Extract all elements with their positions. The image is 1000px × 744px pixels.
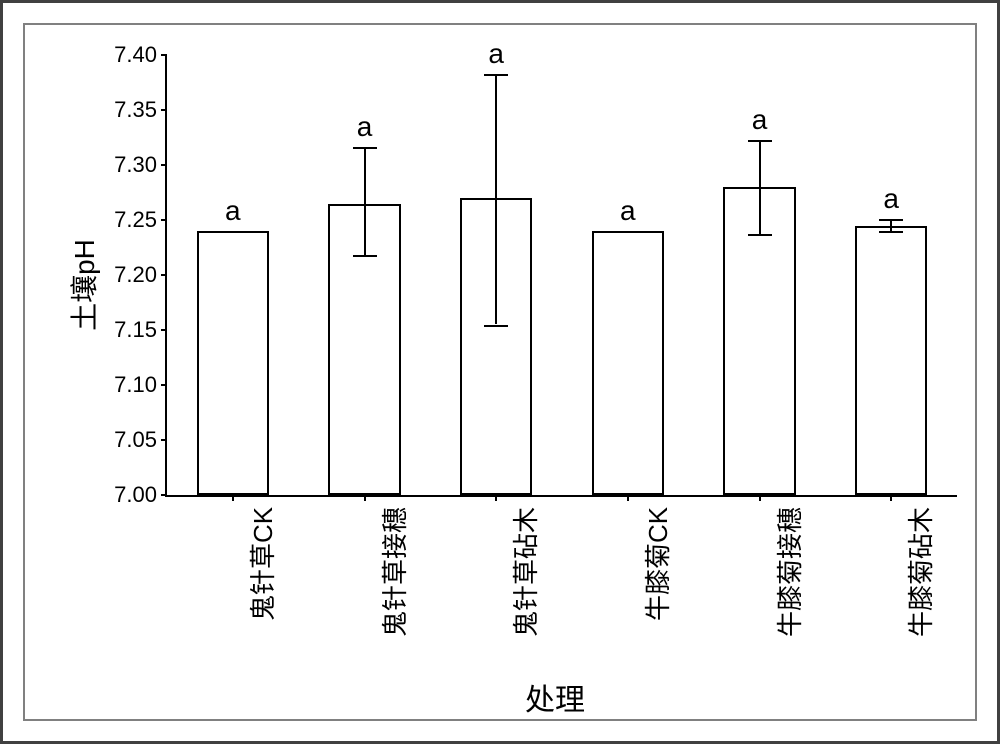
error-cap [879,219,903,221]
bar [197,231,269,495]
y-tick-label: 7.15 [107,317,157,343]
significance-label: a [620,195,636,227]
chart-container: 土壤pH 7.007.057.107.157.207.257.307.357.4… [0,0,1000,744]
y-tick-label: 7.20 [107,262,157,288]
y-tick-label: 7.05 [107,427,157,453]
significance-label: a [883,183,899,215]
x-tick-label: 鬼针草砧木 [506,507,543,637]
y-tick-mark [161,219,167,221]
x-tick-label: 牛膝菊砧木 [901,507,938,637]
x-tick-label: 牛膝菊CK [638,507,675,621]
error-bar [759,140,761,235]
y-tick-mark [161,54,167,56]
error-cap [879,231,903,233]
plot-area: 7.007.057.107.157.207.257.307.357.40a鬼针草… [165,55,957,497]
y-tick-label: 7.00 [107,482,157,508]
y-tick-label: 7.25 [107,207,157,233]
x-axis-title: 处理 [525,675,585,719]
chart-inner-frame: 土壤pH 7.007.057.107.157.207.257.307.357.4… [23,23,977,721]
y-tick-mark [161,274,167,276]
significance-label: a [225,195,241,227]
y-tick-label: 7.40 [107,42,157,68]
x-tick-mark [495,495,497,501]
y-tick-label: 7.30 [107,152,157,178]
y-tick-mark [161,329,167,331]
significance-label: a [752,104,768,136]
significance-label: a [357,111,373,143]
y-tick-mark [161,164,167,166]
error-cap [484,325,508,327]
error-cap [353,255,377,257]
x-tick-mark [364,495,366,501]
y-tick-mark [161,494,167,496]
y-tick-label: 7.35 [107,97,157,123]
x-tick-mark [627,495,629,501]
y-tick-mark [161,439,167,441]
x-tick-label: 牛膝菊接穗 [770,507,807,637]
error-bar [495,74,497,325]
x-tick-mark [232,495,234,501]
error-bar [364,147,366,255]
bar [855,226,927,496]
y-axis-title: 土壤pH [63,239,103,331]
error-cap [748,140,772,142]
y-tick-label: 7.10 [107,372,157,398]
error-cap [748,234,772,236]
x-tick-mark [759,495,761,501]
y-tick-mark [161,109,167,111]
x-tick-label: 鬼针草接穗 [375,507,412,637]
x-tick-mark [890,495,892,501]
y-tick-mark [161,384,167,386]
bar [592,231,664,495]
significance-label: a [488,38,504,70]
x-tick-label: 鬼针草CK [243,507,280,621]
error-cap [484,74,508,76]
error-cap [353,147,377,149]
